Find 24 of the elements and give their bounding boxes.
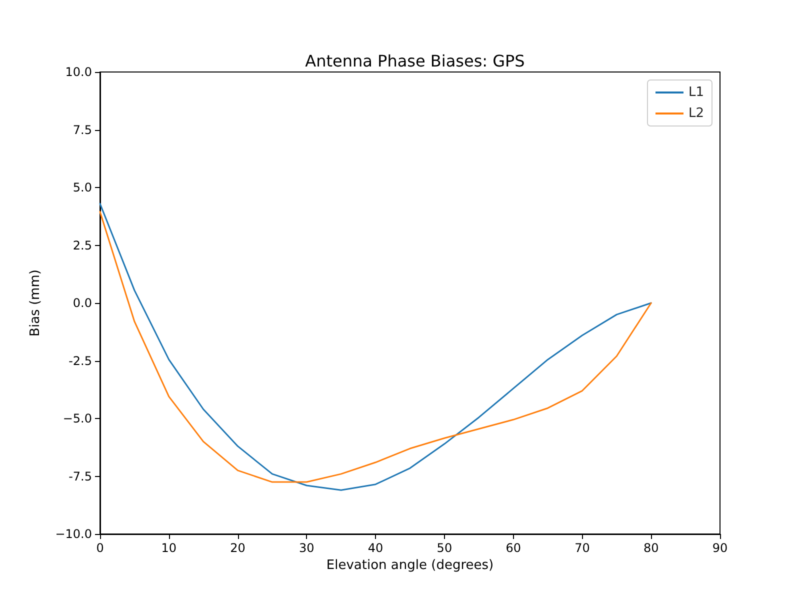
x-tick-label: 20 — [230, 541, 246, 555]
y-axis-title: Bias (mm) — [28, 270, 43, 336]
y-tick-label: 0.0 — [72, 296, 92, 310]
x-axis-title: Elevation angle (degrees) — [326, 558, 494, 573]
x-tick-label: 90 — [712, 541, 728, 555]
y-tick-label: 2.5 — [72, 238, 92, 252]
chart-title: Antenna Phase Biases: GPS — [305, 52, 525, 70]
legend-label: L2 — [688, 106, 704, 121]
y-tick-label: −10.0 — [55, 527, 92, 541]
y-tick-label: 10.0 — [65, 65, 92, 79]
y-tick-label: −5.0 — [62, 412, 92, 426]
x-tick-label: 60 — [506, 541, 521, 555]
x-tick-label: 40 — [368, 541, 384, 555]
legend-label: L1 — [688, 85, 704, 100]
x-tick-label: 50 — [436, 541, 452, 555]
x-tick-label: 30 — [299, 541, 314, 555]
x-tick-label: 10 — [161, 541, 177, 555]
y-tick-label: -2.5 — [68, 354, 92, 368]
y-tick-label: 7.5 — [72, 122, 92, 137]
x-tick-label: 0 — [96, 541, 104, 555]
y-tick-label: -7.5 — [68, 469, 92, 484]
y-tick-label: 5.0 — [72, 180, 92, 194]
x-tick-label: 70 — [574, 541, 590, 555]
x-tick-label: 80 — [643, 541, 659, 555]
